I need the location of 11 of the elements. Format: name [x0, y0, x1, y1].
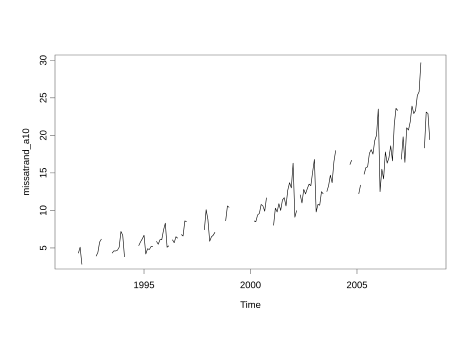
y-tick-label: 25	[40, 92, 46, 103]
y-tick-label: 10	[40, 206, 46, 215]
y-tick-label: 30	[40, 55, 46, 66]
x-tick-label: 2000	[240, 282, 261, 288]
y-tick-label: 5	[40, 246, 46, 250]
y-axis-title: missatrand_a10	[22, 128, 31, 196]
y-tick-label: 15	[40, 168, 46, 178]
x-axis-title: Time	[240, 301, 260, 308]
x-tick-label: 1995	[134, 282, 154, 288]
x-tick-label: 2005	[346, 282, 368, 288]
y-tick-label: 20	[40, 130, 46, 140]
